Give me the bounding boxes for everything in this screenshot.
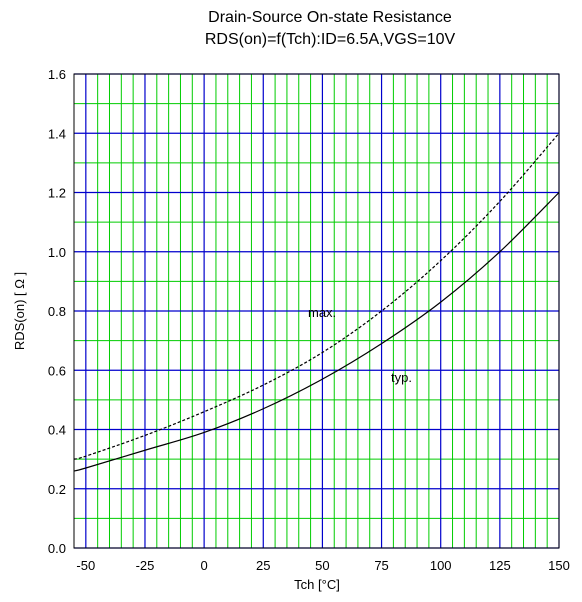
y-tick-label: 0.6 — [48, 363, 66, 378]
x-tick-label: 0 — [201, 558, 208, 573]
y-tick-label: 1.2 — [48, 186, 66, 201]
x-tick-label: 125 — [489, 558, 511, 573]
chart-subtitle: RDS(on)=f(Tch):ID=6.5A,VGS=10V — [204, 31, 456, 48]
y-tick-label: 0.0 — [48, 541, 66, 556]
x-tick-label: 150 — [548, 558, 570, 573]
series-group — [73, 132, 560, 472]
series-label-max: max. — [308, 305, 336, 320]
y-tick-label: 1.4 — [48, 126, 66, 141]
x-tick-label: -25 — [136, 558, 155, 573]
x-tick-label: 50 — [315, 558, 329, 573]
y-tick-label: 1.6 — [48, 67, 66, 82]
y-tick-label: 1.0 — [48, 245, 66, 260]
x-tick-label: 75 — [374, 558, 388, 573]
x-tick-label: 100 — [430, 558, 452, 573]
x-tick-label: -50 — [76, 558, 95, 573]
y-axis-label: RDS(on) [ Ω ] — [12, 272, 27, 350]
series-line-max — [73, 132, 560, 460]
plot-frame — [73, 73, 560, 549]
x-tick-label: 25 — [256, 558, 270, 573]
y-tick-label: 0.8 — [48, 304, 66, 319]
series-label-typ: typ. — [391, 370, 412, 385]
y-tick-label: 0.4 — [48, 423, 66, 438]
chart-title: Drain-Source On-state Resistance — [208, 9, 452, 26]
tick-labels: -50 -25 0 25 50 75 100 125 150 0.0 0.2 0.4 0.6 0.8 1.0… — [48, 67, 570, 573]
y-tick-label: 0.2 — [48, 482, 66, 497]
x-axis-label: Tch [°C] — [294, 577, 340, 592]
major-grid — [74, 73, 560, 549]
series-line-typ — [73, 192, 560, 472]
